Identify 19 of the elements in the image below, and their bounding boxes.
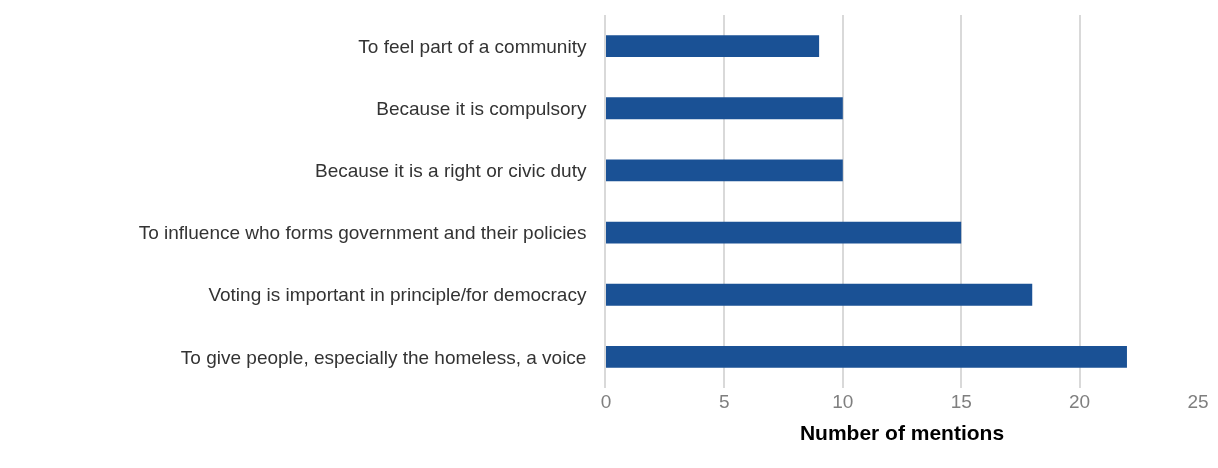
x-tick-label: 15 xyxy=(950,391,972,412)
x-tick-label: 20 xyxy=(1069,391,1091,412)
bar xyxy=(606,35,820,57)
bar xyxy=(606,221,962,244)
bar xyxy=(606,346,1127,368)
x-tick-label: 25 xyxy=(1187,391,1209,412)
y-tick-label: Voting is important in principle/for democracy xyxy=(208,284,587,306)
x-tick-label: 0 xyxy=(600,391,612,412)
x-tick-label: 10 xyxy=(832,391,854,412)
y-tick-label: To feel part of a community xyxy=(358,35,587,57)
bar xyxy=(606,283,1033,306)
y-tick-label: To influence who forms government and their policies xyxy=(138,222,587,244)
y-tick-label: Because it is a right or civic duty xyxy=(315,160,587,182)
x-axis-title: Number of mentions xyxy=(799,421,1005,445)
y-tick-label: Because it is compulsory xyxy=(376,97,587,119)
bar xyxy=(606,97,843,120)
x-tick-label: 5 xyxy=(719,391,730,412)
y-tick-label: To give people, especially the homeless, a voice xyxy=(180,346,587,368)
bar xyxy=(606,159,843,182)
